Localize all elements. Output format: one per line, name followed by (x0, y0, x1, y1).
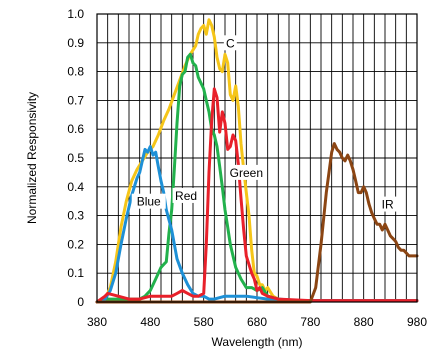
series-label-blue: Blue (131, 193, 166, 209)
series-label-text: C (226, 36, 235, 50)
series-label-bg (377, 196, 398, 212)
x-axis-title: Wavelength (nm) (212, 335, 303, 349)
x-tick-label: 680 (247, 315, 267, 329)
y-tick-label: 1.0 (67, 7, 84, 21)
series-lines (95, 18, 419, 304)
x-tick-label: 880 (354, 315, 374, 329)
x-tick-label: 480 (140, 315, 160, 329)
y-tick-labels: 0 0.1 0.2 0.3 0.4 0.5 0.6 0.7 0.8 0.9 1.0 (67, 7, 84, 309)
series-line-red (95, 87, 419, 304)
series-label-text: Red (175, 189, 197, 203)
series-label-bg (223, 35, 237, 51)
x-tick-label: 780 (300, 315, 320, 329)
y-tick-label: 0.4 (67, 180, 84, 194)
series-line-ir (95, 142, 419, 304)
x-tick-label: 380 (87, 315, 107, 329)
series-labels: C Green Red Blue IR (131, 35, 398, 212)
series-line-blue (95, 145, 419, 304)
plot-frame (96, 13, 418, 303)
grid (96, 13, 418, 303)
x-tick-labels: 380 480 580 680 780 880 980 (87, 315, 427, 329)
series-label-text: Green (230, 166, 263, 180)
series-label-green: Green (225, 164, 267, 180)
x-tick-label: 980 (407, 315, 427, 329)
y-tick-label: 0.5 (67, 151, 84, 165)
series-label-c: C (223, 35, 237, 51)
series-label-bg (131, 193, 166, 209)
x-tick-label: 580 (194, 315, 214, 329)
y-tick-label: 0.3 (67, 209, 84, 223)
y-tick-label: 0 (77, 295, 84, 309)
series-label-text: IR (382, 198, 394, 212)
y-tick-label: 0.7 (67, 93, 84, 107)
series-label-text: Blue (137, 195, 161, 209)
y-axis-title: Normalized Responsivity (25, 92, 39, 224)
y-tick-label: 0.8 (67, 65, 84, 79)
y-tick-label: 0.1 (67, 266, 84, 280)
series-label-red: Red (172, 187, 200, 203)
series-label-bg (172, 187, 200, 203)
y-tick-label: 0.6 (67, 122, 84, 136)
series-label-ir: IR (377, 196, 398, 212)
series-label-bg (225, 164, 267, 180)
y-tick-label: 0.9 (67, 36, 84, 50)
y-tick-label: 0.2 (67, 237, 84, 251)
